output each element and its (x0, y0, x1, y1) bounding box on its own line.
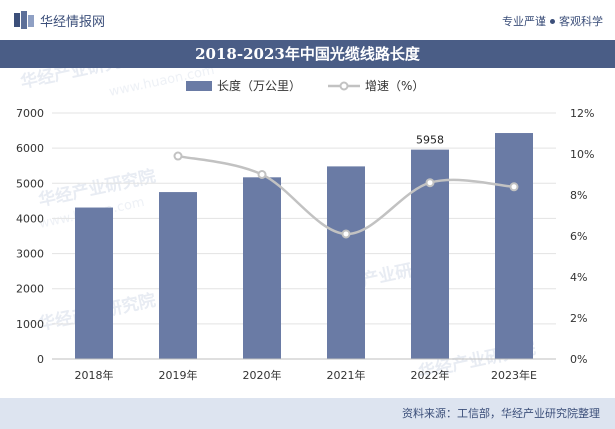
slogan: 专业严谨 客观科学 (502, 13, 603, 29)
y-axis-left: 0 1000 2000 3000 4000 5000 6000 7000 (16, 107, 44, 366)
legend-line-label: 增速（%） (365, 79, 424, 93)
chart-title: 2018-2023年中国光缆线路长度 (195, 45, 420, 63)
y-left-tick-label: 5000 (16, 177, 44, 190)
bar-5 (495, 133, 533, 359)
x-tick-label: 2018年 (75, 368, 114, 382)
y-right-tick-label: 8% (570, 189, 587, 202)
huajing-logo-icon (14, 11, 34, 29)
title-bar: 2018-2023年中国光缆线路长度 (0, 40, 615, 68)
y-right-tick-label: 2% (570, 312, 587, 325)
growth-point (257, 170, 267, 179)
y-left-tick-label: 2000 (16, 283, 44, 296)
y-left-tick-label: 6000 (16, 142, 44, 155)
growth-point (509, 182, 519, 192)
legend-bar-label: 长度（万公里） (217, 78, 301, 93)
bar-data-label: 5958 (416, 134, 444, 147)
y-right-tick-label: 10% (570, 148, 594, 161)
brand-name: 华经情报网 (40, 15, 106, 30)
x-tick-label: 2022年 (411, 368, 450, 382)
y-axis-right: 0% 2% 4% 6% 8% 10% 12% (570, 107, 594, 366)
x-tick-label: 2020年 (243, 368, 282, 382)
y-right-tick-label: 0% (570, 353, 587, 366)
legend: 长度（万公里） 增速（%） (186, 78, 424, 93)
y-left-tick-label: 0 (37, 353, 44, 366)
legend-bar-swatch (186, 81, 212, 91)
top-bar: 华经情报网 专业严谨 客观科学 (0, 0, 615, 40)
y-right-tick-label: 4% (570, 271, 587, 284)
growth-point (341, 229, 351, 239)
slogan-left: 专业严谨 (502, 15, 546, 28)
bar-2 (243, 177, 281, 359)
x-tick-label: 2019年 (159, 368, 198, 382)
y-left-tick-label: 7000 (16, 107, 44, 120)
source-note: 资料来源：工信部，华经产业研究院整理 (402, 407, 600, 420)
y-right-tick-label: 6% (570, 230, 587, 243)
x-axis: 2018年 2019年 2020年 2021年 2022年 2023年E (52, 358, 556, 382)
growth-point (425, 178, 435, 188)
bar-3 (327, 166, 365, 359)
footer: 资料来源：工信部，华经产业研究院整理 (0, 398, 615, 429)
slogan-right: 客观科学 (559, 15, 603, 28)
y-right-tick-label: 12% (570, 107, 594, 120)
gridlines (52, 112, 556, 360)
growth-point (173, 151, 183, 161)
x-tick-label: 2021年 (327, 368, 366, 382)
growth-line (173, 151, 519, 239)
y-left-tick-label: 1000 (16, 318, 44, 331)
bars: 5958 (75, 133, 533, 359)
y-left-tick-label: 3000 (16, 248, 44, 261)
chart: 华经产业研究院 www.huaon.com 华经产业研究院 www.huaon.… (16, 68, 594, 383)
bar-1 (159, 192, 197, 359)
x-tick-label: 2023年E (491, 368, 537, 382)
y-left-tick-label: 4000 (16, 212, 44, 225)
legend-line-marker (339, 81, 349, 91)
bar-0 (75, 207, 113, 359)
dot-separator-icon (550, 19, 555, 24)
